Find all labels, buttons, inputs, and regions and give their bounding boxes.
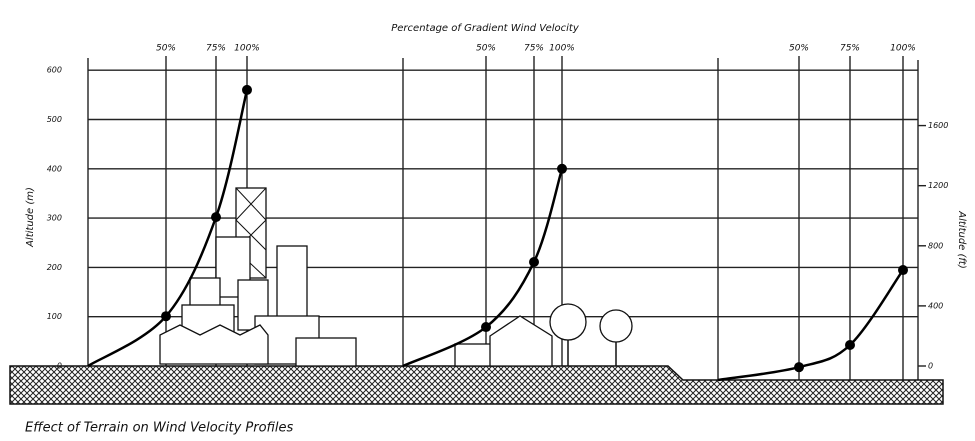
- left-tick-label: 100: [47, 312, 62, 321]
- left-tick-label: 400: [47, 164, 62, 173]
- profile-point: [845, 339, 855, 350]
- velocity-profile: [717, 269, 905, 382]
- profile-point: [529, 256, 539, 267]
- velocity-profile: [87, 89, 249, 368]
- percent-label: 50%: [156, 44, 176, 54]
- title: Effect of Terrain on Wind Velocity Profi…: [25, 421, 294, 436]
- right-tick-label: 800: [928, 241, 943, 250]
- right-axis-label: Altitude (ft): [956, 210, 967, 269]
- profile-point: [481, 322, 491, 333]
- suburb: [454, 303, 633, 367]
- percent-label: 50%: [789, 44, 809, 54]
- profile-point: [242, 84, 252, 95]
- left-tick-label: 600: [47, 66, 62, 75]
- profile-point: [794, 362, 804, 373]
- right-tick-label: 400: [928, 301, 943, 310]
- profile-point: [898, 265, 908, 276]
- profile-point: [161, 311, 171, 322]
- left-tick-label: 500: [47, 115, 62, 124]
- percent-label: 100%: [549, 44, 575, 54]
- left-tick-label: 0: [57, 362, 62, 371]
- right-tick-label: 1600: [928, 121, 948, 130]
- percent-label: 100%: [890, 44, 916, 54]
- percent-label: 75%: [206, 44, 226, 54]
- right-tick-label: 0: [928, 362, 933, 371]
- city-buildings: [159, 187, 357, 367]
- percent-label: 75%: [840, 44, 860, 54]
- percent-label: 75%: [524, 44, 544, 54]
- velocity-profile: [402, 168, 564, 368]
- ground: [9, 365, 944, 405]
- right-tick-label: 1200: [928, 181, 948, 190]
- percent-label: 100%: [234, 44, 260, 54]
- profile-point: [211, 212, 221, 223]
- left-tick-label: 300: [47, 214, 62, 223]
- left-axis-label: Altitude (m): [25, 187, 36, 248]
- left-tick-label: 200: [47, 263, 62, 272]
- profile-point: [557, 163, 567, 174]
- percent-label: 50%: [476, 44, 496, 54]
- top-label: Percentage of Gradient Wind Velocity: [391, 23, 580, 34]
